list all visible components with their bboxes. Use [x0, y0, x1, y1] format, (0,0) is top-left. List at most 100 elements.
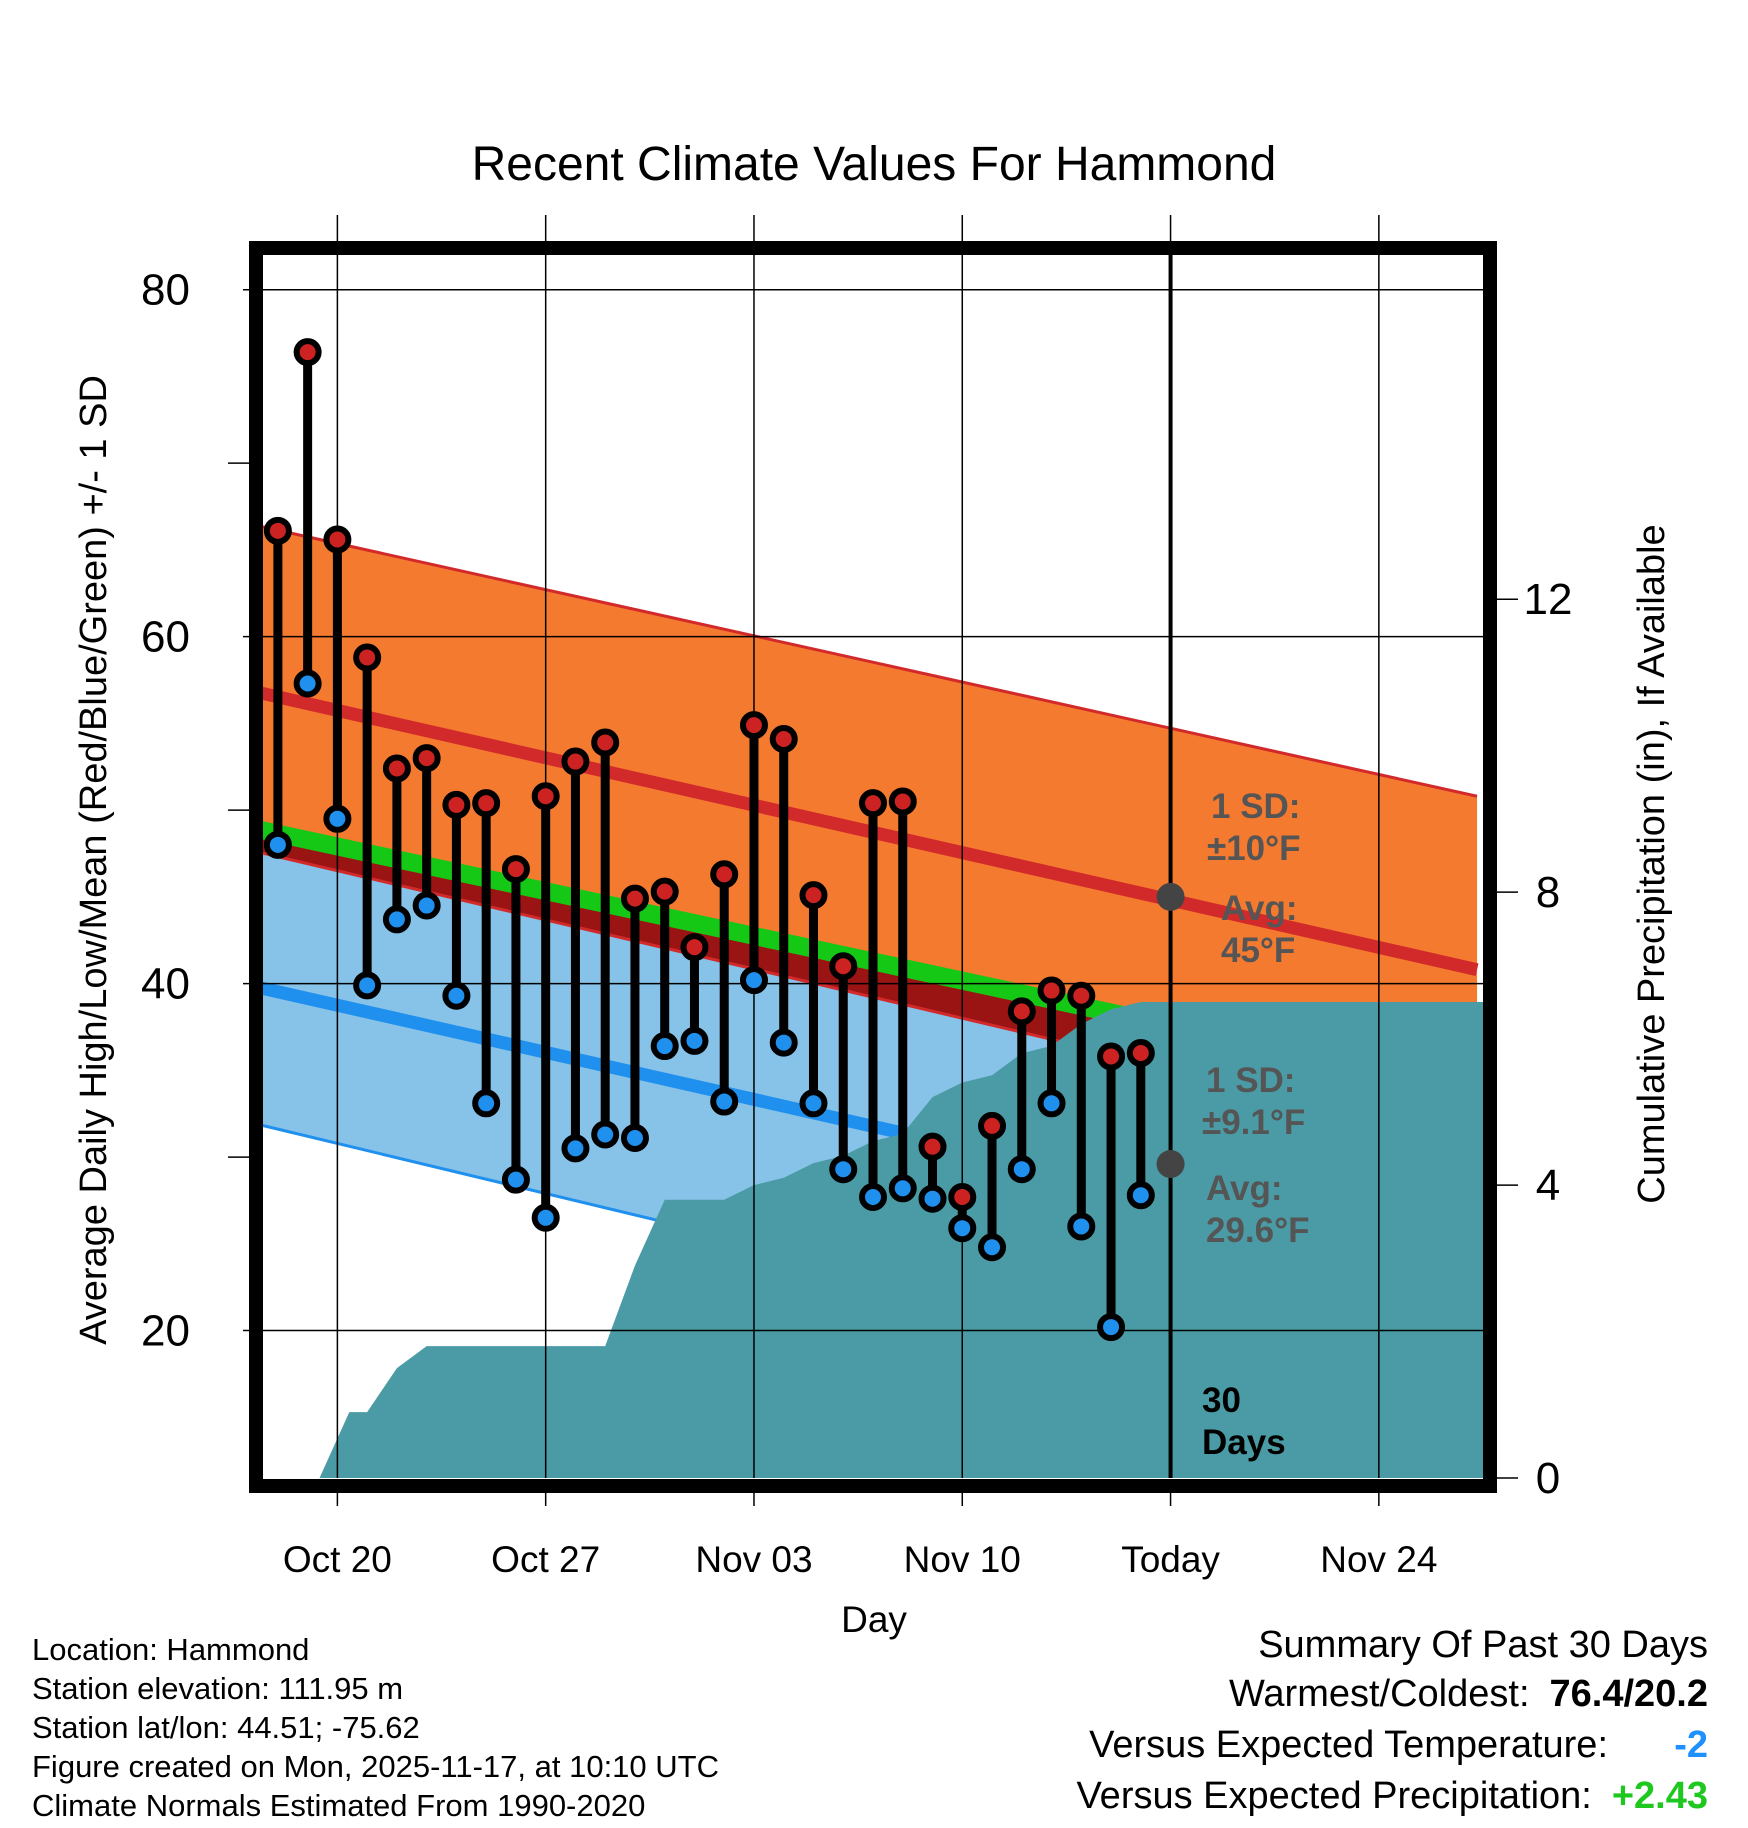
daily-high-point	[799, 881, 828, 910]
daily-high-point	[680, 933, 709, 962]
daily-high-point	[739, 711, 768, 740]
precipitation-vs-expected-label: Versus Expected Precipitation:	[1076, 1775, 1592, 1817]
daily-high-point	[859, 789, 887, 818]
daily-high-point	[412, 744, 441, 773]
daily-high-point	[501, 855, 530, 884]
daily-low-point	[472, 1089, 501, 1118]
daily-high-point	[650, 877, 679, 906]
x-axis-label: Day	[841, 1599, 907, 1640]
daily-low-point	[501, 1165, 530, 1194]
daily-high-point	[382, 754, 411, 783]
daily-high-point	[948, 1182, 977, 1211]
daily-high-point	[620, 884, 649, 913]
summary-panel: Summary Of Past 30 Days Warmest/Coldest:…	[1076, 1624, 1708, 1826]
axes: 20 40 60 80 0 4 8 12 Oct 20 Oct 27 Nov 03 Nov 10 Tod…	[141, 266, 1572, 1580]
daily-high-point	[1067, 981, 1096, 1010]
high-upper-sd-line	[263, 525, 1478, 798]
daily-low-point	[620, 1123, 649, 1152]
summary-title: Summary Of Past 30 Days	[1258, 1624, 1708, 1666]
daily-low-point	[829, 1155, 858, 1184]
daily-low-point	[948, 1214, 977, 1243]
daily-low-point	[293, 669, 322, 698]
y-axis-label: Average Daily High/Low/Mean (Red/Blue/Gr…	[73, 375, 115, 1345]
daily-high-point	[710, 860, 739, 889]
low-sd-value: ±9.1°F	[1202, 1103, 1305, 1142]
warmest-coldest-value: 76.4/20.2	[1549, 1673, 1708, 1715]
y-tick-label: 80	[141, 266, 190, 315]
daily-low-point	[1067, 1212, 1096, 1241]
daily-high-point	[293, 338, 322, 367]
low-avg-marker	[1156, 1150, 1185, 1179]
y-tick-label: 60	[141, 613, 190, 662]
daily-high-point	[978, 1111, 1007, 1140]
temperature-vs-expected-value: -2	[1674, 1724, 1708, 1766]
daily-high-point	[353, 643, 382, 672]
daily-low-point	[591, 1120, 620, 1149]
daily-low-point	[1126, 1181, 1155, 1210]
precip-area	[263, 1001, 1483, 1478]
daily-low-point	[799, 1089, 828, 1118]
daily-low-point	[263, 830, 292, 859]
x-tick-label: Nov 03	[695, 1539, 812, 1580]
daily-high-point	[829, 952, 858, 981]
daily-high-point	[1126, 1038, 1155, 1067]
daily-low-point	[710, 1087, 739, 1116]
daily-low-point	[1007, 1155, 1036, 1184]
daily-high-point	[472, 789, 501, 818]
warmest-coldest-row: Warmest/Coldest: 76.4/20.2	[1076, 1673, 1708, 1724]
precipitation-area	[263, 1001, 1483, 1478]
high-sd-value: ±10°F	[1207, 829, 1301, 868]
daily-high-point	[1037, 976, 1066, 1005]
daily-high-point	[263, 516, 292, 545]
high-normal-line	[263, 686, 1479, 977]
daily-low-point	[382, 905, 411, 934]
temperature-vs-expected-label: Versus Expected Temperature:	[1089, 1724, 1608, 1766]
high-avg-value: 45°F	[1221, 931, 1295, 970]
daily-low-point	[888, 1174, 917, 1203]
daily-high-point	[769, 724, 798, 753]
temperature-vs-expected-row: Versus Expected Temperature: -2	[1076, 1724, 1708, 1775]
daily-low-point	[531, 1203, 560, 1232]
daily-high-point	[1007, 997, 1036, 1026]
y-tick-label: 40	[141, 960, 190, 1009]
x-tick-label: Oct 27	[491, 1539, 600, 1580]
daily-low-point	[739, 966, 768, 995]
daily-high-point	[531, 782, 560, 811]
latlon-text: Station lat/lon: 44.51; -75.62	[32, 1710, 420, 1745]
high-sd-label: 1 SD:	[1211, 787, 1300, 826]
warmest-coldest-label: Warmest/Coldest:	[1228, 1673, 1530, 1715]
daily-low-point	[412, 891, 441, 920]
high-avg-label: Avg:	[1221, 889, 1297, 928]
daily-temperature-marks	[263, 338, 1155, 1342]
station-info: Location: Hammond Station elevation: 111…	[32, 1630, 719, 1825]
x-tick-label: Nov 24	[1320, 1539, 1437, 1580]
high-avg-marker	[1156, 882, 1185, 911]
daily-low-point	[353, 971, 382, 1000]
low-avg-label: Avg:	[1206, 1169, 1282, 1208]
daily-low-point	[680, 1026, 709, 1055]
elevation-text: Station elevation: 111.95 m	[32, 1671, 404, 1706]
daily-low-point	[978, 1233, 1007, 1262]
daily-low-point	[442, 981, 471, 1010]
days-count-number: 30	[1202, 1381, 1241, 1420]
normals-text: Climate Normals Estimated From 1990-2020	[32, 1788, 646, 1823]
y2-tick-label: 12	[1524, 575, 1573, 624]
daily-high-point	[561, 747, 590, 776]
x-tick-label: Today	[1121, 1539, 1220, 1580]
created-text: Figure created on Mon, 2025-11-17, at 10…	[32, 1749, 719, 1784]
y-tick-label: 20	[141, 1307, 190, 1356]
location-text: Location: Hammond	[32, 1632, 310, 1667]
daily-low-point	[561, 1134, 590, 1163]
chart-title: Recent Climate Values For Hammond	[472, 138, 1277, 191]
x-tick-label: Nov 10	[904, 1539, 1021, 1580]
daily-high-point	[442, 790, 471, 819]
daily-low-point	[1097, 1313, 1126, 1342]
daily-high-point	[1097, 1042, 1126, 1071]
low-sd-label: 1 SD:	[1206, 1061, 1295, 1100]
y2-axis-label: Cumulative Precipitation (in), If Availa…	[1631, 524, 1673, 1203]
daily-low-point	[323, 804, 352, 833]
plot-frame	[249, 241, 1497, 1493]
x-tick-label: Oct 20	[283, 1539, 392, 1580]
